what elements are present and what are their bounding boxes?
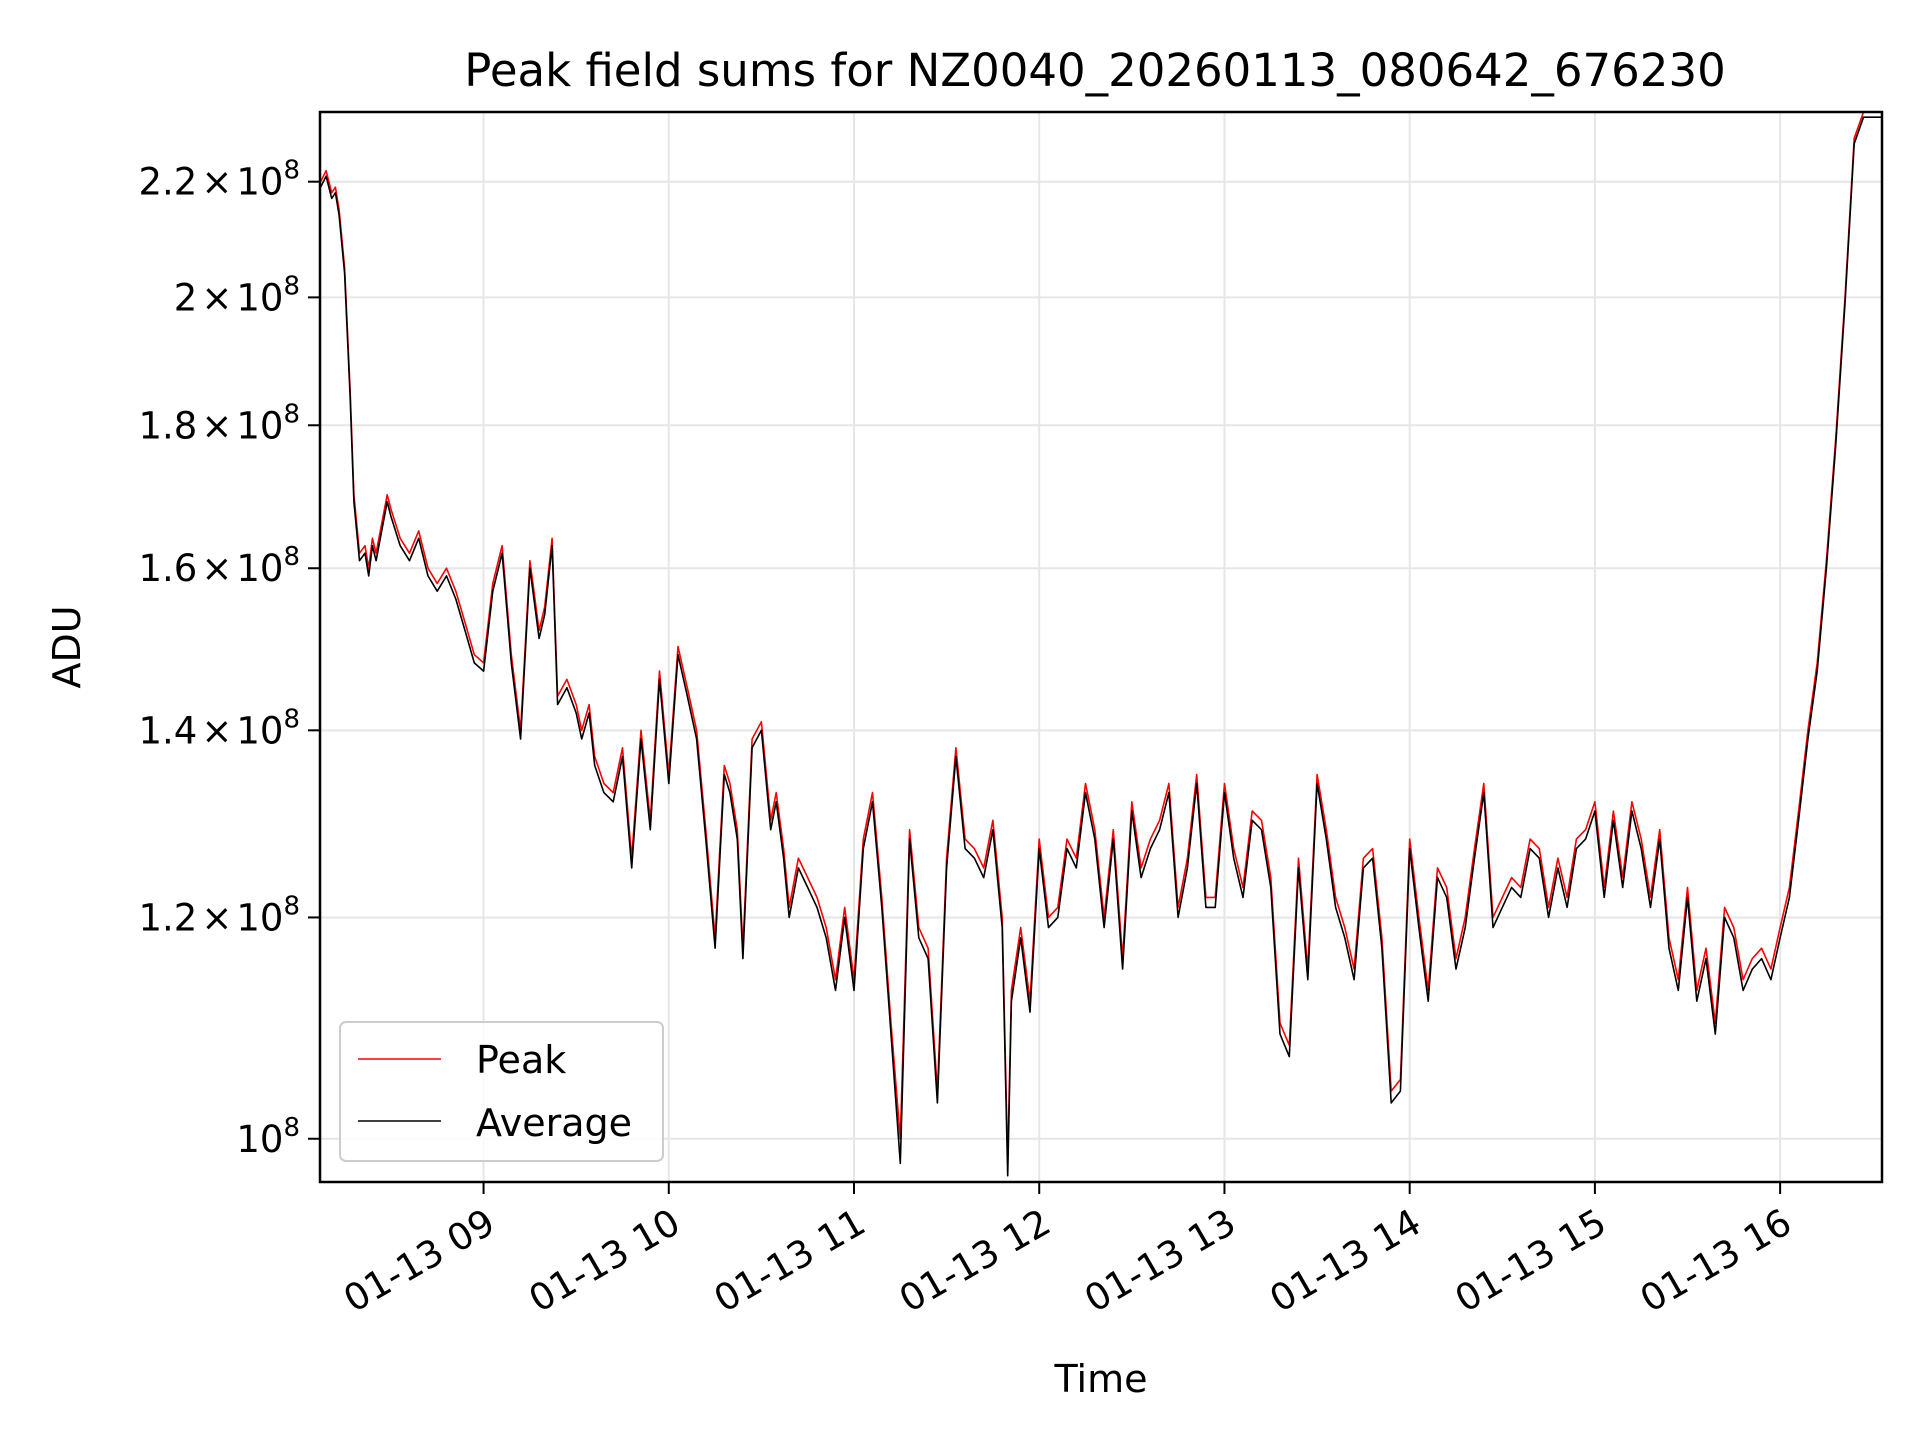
y-tick-base: 10 xyxy=(236,404,283,447)
y-tick-times: × xyxy=(201,161,232,204)
y-tick-label: 1.6 × 108 xyxy=(139,542,301,590)
y-tick-exponent: 8 xyxy=(283,542,300,572)
y-tick-mantissa: 1.6 xyxy=(139,547,198,590)
plot-frame xyxy=(318,110,1884,1184)
x-tick-label: 01-13 09 xyxy=(336,1201,502,1321)
legend-peak-label: Peak xyxy=(476,1038,566,1082)
y-tick-label: 1.4 × 108 xyxy=(139,704,301,752)
series-line-average xyxy=(319,116,1882,1177)
legend: Peak Average xyxy=(339,1021,664,1162)
y-tick-base: 10 xyxy=(236,896,283,939)
x-tick-label: 01-13 16 xyxy=(1633,1201,1799,1321)
x-tick-label: 01-13 15 xyxy=(1448,1201,1614,1321)
chart-title: Peak field sums for NZ0040_20260113_0806… xyxy=(464,44,1725,97)
y-tick-mantissa: 2 xyxy=(174,276,198,319)
y-tick-exponent: 8 xyxy=(283,399,300,429)
y-tick-exponent: 8 xyxy=(283,271,300,301)
series-line-peak xyxy=(319,111,1882,1165)
y-tick-base: 10 xyxy=(236,1118,283,1161)
y-tick-label: 108 xyxy=(236,1113,300,1161)
y-tick-times: × xyxy=(201,709,232,752)
y-tick-mantissa: 1.8 xyxy=(139,404,198,447)
legend-box xyxy=(339,1021,664,1162)
y-tick-label: 1.8 × 108 xyxy=(139,399,301,447)
y-tick-exponent: 8 xyxy=(283,156,300,186)
y-tick-base: 10 xyxy=(236,276,283,319)
legend-average-label: Average xyxy=(476,1101,632,1145)
y-tick-base: 10 xyxy=(236,161,283,204)
x-axis-label: Time xyxy=(1054,1357,1148,1401)
y-tick-mantissa: 2.2 xyxy=(139,161,198,204)
y-tick-exponent: 8 xyxy=(283,891,300,921)
y-axis-label: ADU xyxy=(45,605,89,688)
y-tick-exponent: 8 xyxy=(283,704,300,734)
y-tick-label: 2.2 × 108 xyxy=(139,156,301,204)
y-tick-mantissa: 1.4 xyxy=(139,709,198,752)
y-tick-label: 2 × 108 xyxy=(174,271,300,319)
y-tick-label: 1.2 × 108 xyxy=(139,891,301,939)
x-tick-label: 01-13 11 xyxy=(707,1201,873,1321)
y-tick-times: × xyxy=(201,896,232,939)
y-tick-times: × xyxy=(201,547,232,590)
y-tick-times: × xyxy=(201,404,232,447)
series-lines xyxy=(319,111,1882,1177)
y-tick-times: × xyxy=(201,276,232,319)
x-axis-ticks: 01-13 09 01-13 10 01-13 11 01-13 12 01-13 13… xyxy=(336,1182,1799,1321)
y-tick-mantissa: 1.2 xyxy=(139,896,198,939)
y-tick-exponent: 8 xyxy=(283,1113,300,1143)
x-tick-label: 01-13 12 xyxy=(892,1201,1058,1321)
x-tick-label: 01-13 14 xyxy=(1263,1201,1429,1321)
x-tick-label: 01-13 13 xyxy=(1077,1201,1243,1321)
y-tick-base: 10 xyxy=(236,547,283,590)
y-tick-base: 10 xyxy=(236,709,283,752)
x-tick-label: 01-13 10 xyxy=(522,1201,688,1321)
